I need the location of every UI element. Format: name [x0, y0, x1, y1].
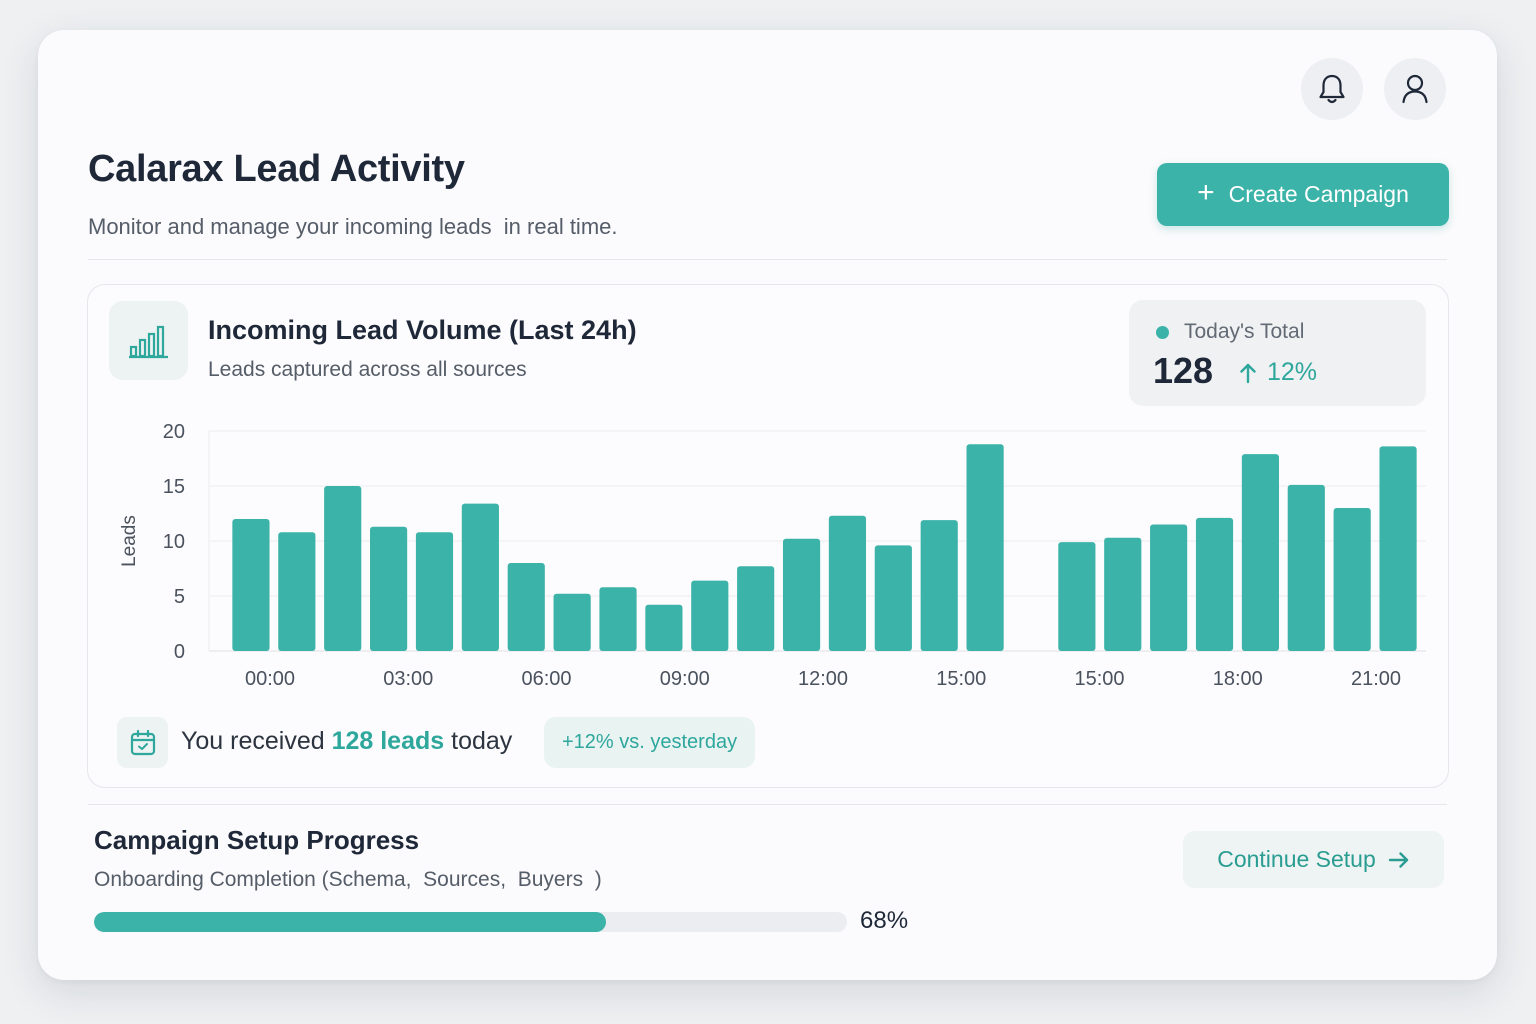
- y-tick-label: 20: [163, 421, 185, 443]
- y-tick-label: 5: [174, 586, 185, 608]
- notifications-button[interactable]: [1301, 58, 1363, 120]
- x-tick-label: 00:00: [245, 668, 295, 690]
- section-divider: [88, 804, 1447, 805]
- chart-bar: [553, 593, 591, 651]
- total-change: 12%: [1239, 358, 1317, 387]
- continue-setup-label: Continue Setup: [1217, 846, 1376, 872]
- chart-bar: [1195, 517, 1234, 651]
- panel-subtitle: Leads captured across all sources: [208, 358, 527, 381]
- page-title: Calarax Lead Activity: [88, 148, 465, 190]
- chart-bar: [645, 604, 683, 651]
- chart-bar: [874, 545, 912, 651]
- page-subtitle: Monitor and manage your incoming leads i…: [88, 214, 618, 239]
- x-tick-label: 15:00: [1074, 668, 1124, 690]
- status-dot: [1156, 326, 1169, 339]
- continue-setup-button[interactable]: Continue Setup: [1183, 831, 1444, 888]
- x-tick-label: 21:00: [1351, 668, 1401, 690]
- y-tick-label: 15: [163, 476, 185, 498]
- chart-bar: [782, 538, 821, 651]
- summary-suffix: today: [444, 727, 513, 755]
- header-divider: [88, 259, 1447, 260]
- y-tick-label: 0: [174, 641, 185, 663]
- summary-highlight: 128 leads: [331, 727, 445, 755]
- user-icon: [1402, 74, 1428, 104]
- create-campaign-button[interactable]: + Create Campaign: [1157, 163, 1449, 226]
- x-tick-label: 09:00: [660, 668, 710, 690]
- progress-subtitle: Onboarding Completion (Schema, Sources, …: [94, 868, 602, 891]
- x-tick-label: 18:00: [1213, 668, 1263, 690]
- chart-bar: [1104, 537, 1142, 651]
- chart-bar: [324, 486, 362, 651]
- chart-bar: [828, 515, 867, 651]
- chart-bar: [1150, 524, 1188, 651]
- leads-summary: You received 128 leads today: [181, 727, 512, 756]
- progress-title: Campaign Setup Progress: [94, 825, 420, 855]
- comparison-badge: +12% vs. yesterday: [544, 717, 756, 768]
- chart-bar: [599, 587, 637, 651]
- chart-bar: [737, 566, 775, 651]
- progress-percent: 68%: [860, 907, 909, 934]
- chart-bar: [415, 532, 454, 651]
- arrow-up-icon: [1240, 363, 1256, 383]
- chart-bar: [507, 563, 545, 651]
- chart-bar: [232, 519, 270, 651]
- x-tick-label: 12:00: [798, 668, 848, 690]
- chart-bar: [461, 503, 499, 651]
- lead-volume-chart: 0 5 10 15 20 Leads 00:00 03:00 06:00 09:00 12:00 15…: [119, 421, 1426, 690]
- profile-button[interactable]: [1384, 58, 1446, 120]
- panel-title: Incoming Lead Volume (Last 24h): [208, 315, 637, 345]
- chart-bar: [1287, 484, 1325, 651]
- chart-bar: [920, 520, 958, 651]
- progress-bar: [94, 912, 847, 932]
- x-tick-label: 15:00: [936, 668, 986, 690]
- x-tick-label: 06:00: [521, 668, 571, 690]
- calendar-icon: [117, 717, 168, 768]
- chart-bar: [1333, 508, 1371, 651]
- chart-bar: [966, 444, 1004, 651]
- chart-bar: [1379, 446, 1417, 651]
- chart-bar: [1241, 454, 1279, 651]
- x-tick-label: 03:00: [383, 668, 433, 690]
- create-campaign-label: Create Campaign: [1228, 181, 1409, 207]
- chart-bar: [691, 580, 729, 651]
- bell-icon: [1319, 74, 1345, 104]
- summary-prefix: You received: [181, 727, 332, 755]
- progress-fill: [94, 912, 607, 932]
- total-value: 128: [1153, 350, 1214, 391]
- plus-icon: +: [1197, 176, 1215, 209]
- total-change-value: 12%: [1267, 358, 1318, 386]
- chart-bar: [370, 526, 408, 651]
- todays-total-card: Today's Total 128 12%: [1129, 300, 1426, 406]
- total-label: Today's Total: [1184, 320, 1305, 343]
- y-tick-label: 10: [163, 531, 185, 553]
- dashboard-card: Calarax Lead Activity Monitor and manage…: [38, 30, 1497, 980]
- bar-chart-icon: [109, 301, 188, 380]
- chart-bar: [1058, 542, 1096, 651]
- chart-bar: [278, 532, 316, 651]
- arrow-right-icon: [1388, 851, 1408, 868]
- lead-volume-panel: Incoming Lead Volume (Last 24h) Leads ca…: [87, 284, 1449, 788]
- y-axis-label: Leads: [119, 515, 140, 567]
